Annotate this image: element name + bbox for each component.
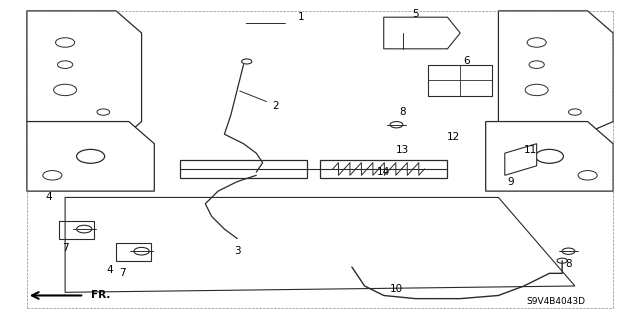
Polygon shape	[428, 65, 492, 96]
Text: 14: 14	[377, 167, 390, 177]
Text: 8: 8	[399, 107, 406, 117]
Text: 12: 12	[447, 132, 460, 142]
Text: 4: 4	[46, 192, 52, 203]
Text: 2: 2	[272, 101, 278, 111]
Text: S9V4B4043D: S9V4B4043D	[526, 297, 585, 306]
Text: 3: 3	[234, 246, 241, 256]
Bar	[116, 243, 151, 261]
Text: 8: 8	[565, 259, 572, 269]
Polygon shape	[505, 144, 537, 175]
Polygon shape	[499, 11, 613, 144]
Text: 10: 10	[390, 284, 403, 294]
Text: 9: 9	[508, 177, 515, 187]
Text: 13: 13	[396, 145, 410, 155]
Bar	[59, 221, 94, 239]
Text: 5: 5	[412, 9, 419, 19]
Text: FR.: FR.	[91, 291, 110, 300]
Polygon shape	[486, 122, 613, 191]
Bar	[320, 160, 447, 178]
Text: 6: 6	[463, 56, 470, 66]
Polygon shape	[27, 11, 141, 144]
Text: 7: 7	[119, 268, 126, 278]
Text: 1: 1	[298, 12, 304, 22]
Text: 11: 11	[524, 145, 537, 155]
Bar	[180, 160, 307, 178]
Text: 4: 4	[106, 265, 113, 275]
Polygon shape	[27, 122, 154, 191]
Polygon shape	[384, 17, 460, 49]
Text: 7: 7	[62, 243, 68, 253]
